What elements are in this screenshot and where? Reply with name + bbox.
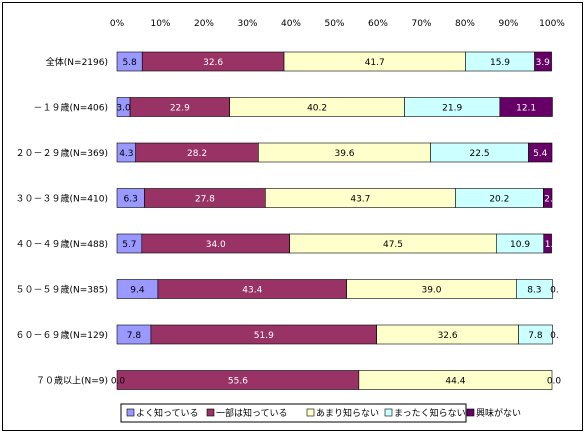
data-label: 22.5: [470, 149, 490, 159]
legend-box: [120, 403, 467, 423]
data-label: 9.4: [130, 286, 145, 296]
bar-segment: [516, 279, 553, 299]
x-tick-label: 90%: [498, 19, 518, 29]
category-label: ２０－２９歳(N=369): [16, 147, 108, 159]
data-label: 7.8: [528, 331, 543, 341]
bar-segment: [499, 97, 553, 117]
bar-segment: [358, 370, 553, 390]
category-label: －１９歳(N=406): [34, 102, 108, 114]
data-label: 20.2: [489, 195, 509, 205]
data-label: 3.0: [116, 104, 131, 114]
data-label: 1.: [545, 240, 554, 250]
data-label: 0.0: [547, 377, 562, 387]
data-label: 39.0: [421, 286, 441, 296]
category-label: ４０－４９歳(N=488): [16, 238, 108, 250]
data-label: 5.7: [122, 240, 136, 250]
bar-segment: [518, 324, 553, 345]
legend-label: 一部は知っている: [216, 407, 288, 419]
legend-label: あまり知らない: [316, 407, 379, 419]
data-label: 3.9: [536, 58, 551, 68]
data-label: 51.9: [254, 331, 274, 341]
data-label: 47.5: [383, 240, 403, 250]
data-label: 40.2: [307, 104, 327, 114]
category-label: ７０歳以上(N=9): [36, 375, 108, 387]
category-labels: 全体(N=2196) －１９歳(N=406) ２０－２９歳(N=369) ３０－３９歳…: [16, 56, 108, 387]
x-tick-label: 0%: [110, 19, 125, 29]
bar-segment: [543, 233, 552, 254]
bar-segment: [528, 142, 553, 163]
data-label: 0.: [550, 286, 559, 296]
category-label: ３０－３９歳(N=410): [16, 193, 108, 205]
x-axis-ticks: 0% 10% 20% 30% 40% 50% 60% 70% 80% 90% 100%: [110, 19, 565, 29]
legend-swatch: [126, 408, 135, 417]
x-tick-label: 10%: [150, 19, 170, 29]
data-label: 27.8: [195, 195, 215, 205]
data-label: 44.4: [445, 377, 465, 387]
x-tick-label: 80%: [455, 19, 475, 29]
category-label: ６０－６９歳(N=129): [16, 329, 108, 341]
data-label: 12.1: [516, 104, 536, 114]
legend-swatch: [384, 408, 393, 417]
bar-segment: [534, 51, 552, 72]
data-labels: 5.8 32.6 41.7 15.9 3.9 3.0 22.9 40.2 21.9 12.1 4.3…: [111, 58, 562, 387]
data-label: 5.4: [533, 149, 548, 159]
data-label: 43.4: [242, 286, 262, 296]
data-label: 32.6: [438, 331, 458, 341]
data-label: 10.9: [510, 240, 530, 250]
legend-swatch: [306, 408, 315, 417]
legend-swatch: [466, 408, 475, 417]
x-tick-label: 40%: [281, 19, 301, 29]
chart-frame: 0% 10% 20% 30% 40% 50% 60% 70% 80% 90% 100% 全体(N=2…: [2, 2, 583, 431]
x-tick-label: 50%: [324, 19, 344, 29]
data-label: 2.: [544, 195, 553, 205]
bars: [116, 51, 553, 390]
data-label: 39.6: [334, 149, 354, 159]
x-tick-label: 100%: [539, 19, 565, 29]
data-label: 55.6: [228, 377, 248, 387]
x-tick-label: 70%: [411, 19, 431, 29]
bar-segment: [542, 188, 553, 208]
x-tick-label: 60%: [368, 19, 388, 29]
category-label: 全体(N=2196): [46, 56, 108, 68]
x-tick-label: 20%: [194, 19, 214, 29]
legend-label: よく知っている: [136, 407, 199, 419]
legend-swatch: [206, 408, 215, 417]
legend: よく知っている 一部は知っている あまり知らない まったく知らない 興味がない: [120, 403, 521, 423]
x-tick-label: 30%: [237, 19, 257, 29]
data-label: 0.0: [111, 377, 126, 387]
data-label: 4.3: [119, 149, 133, 159]
category-label: ５０－５９歳(N=385): [16, 284, 108, 296]
data-label: 6.3: [124, 195, 138, 205]
legend-label: 興味がない: [476, 407, 521, 419]
data-label: 43.7: [350, 195, 370, 205]
data-label: 7.8: [127, 331, 142, 341]
data-label: 0.: [550, 331, 559, 341]
data-label: 5.8: [122, 58, 137, 68]
data-label: 22.9: [170, 104, 190, 114]
data-label: 34.0: [206, 240, 226, 250]
data-label: 28.2: [187, 149, 207, 159]
data-label: 21.9: [442, 104, 462, 114]
data-label: 8.3: [527, 286, 541, 296]
data-label: 32.6: [203, 58, 223, 68]
data-label: 41.7: [365, 58, 385, 68]
stacked-bar-chart: 0% 10% 20% 30% 40% 50% 60% 70% 80% 90% 100% 全体(N=2…: [16, 19, 565, 423]
data-label: 15.9: [490, 58, 510, 68]
legend-label: まったく知らない: [394, 407, 466, 419]
